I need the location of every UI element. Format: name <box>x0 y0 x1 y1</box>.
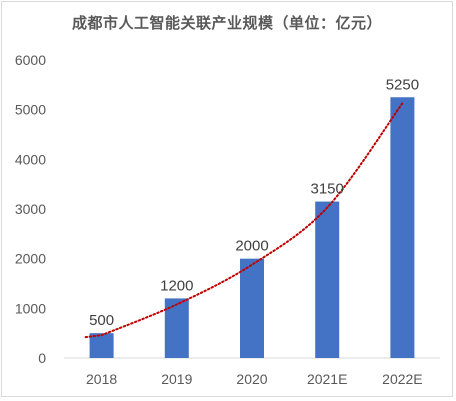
data-label: 2000 <box>235 238 268 255</box>
data-labels: 500 1200 2000 3150 5250 <box>89 76 419 329</box>
bar-2018 <box>89 333 114 358</box>
y-axis: 0 1000 2000 3000 4000 5000 6000 <box>15 52 46 366</box>
data-label: 3150 <box>311 181 344 198</box>
x-tick-label: 2018 <box>86 371 117 387</box>
bar-2021E <box>315 201 340 358</box>
y-tick-label: 3000 <box>15 201 46 217</box>
y-tick-label: 6000 <box>15 52 46 68</box>
y-tick-label: 4000 <box>15 151 46 167</box>
chart-title: 成都市人工智能关联产业规模（单位：亿元） <box>71 14 382 32</box>
x-tick-label: 2020 <box>236 371 267 387</box>
data-label: 1200 <box>160 277 193 294</box>
y-tick-label: 2000 <box>15 251 46 267</box>
bar-chart: 0 1000 2000 3000 4000 5000 6000 500 1200 2000 315… <box>15 52 440 387</box>
trendline <box>84 102 404 339</box>
y-tick-label: 1000 <box>15 300 46 316</box>
bar-series <box>89 97 415 358</box>
bar-2020 <box>240 258 264 358</box>
y-tick-label: 0 <box>38 350 46 366</box>
x-tick-label: 2019 <box>161 371 192 387</box>
x-tick-label: 2021E <box>307 371 347 387</box>
x-tick-label: 2022E <box>382 371 422 387</box>
y-tick-label: 5000 <box>15 102 46 118</box>
data-label: 500 <box>89 312 114 329</box>
chart-frame: 成都市人工智能关联产业规模（单位：亿元） 0 1000 2000 3000 4000 50… <box>1 1 453 397</box>
data-label: 5250 <box>386 76 419 93</box>
bar-2022E <box>390 97 415 358</box>
x-axis: 2018 2019 2020 2021E 2022E <box>86 371 423 387</box>
